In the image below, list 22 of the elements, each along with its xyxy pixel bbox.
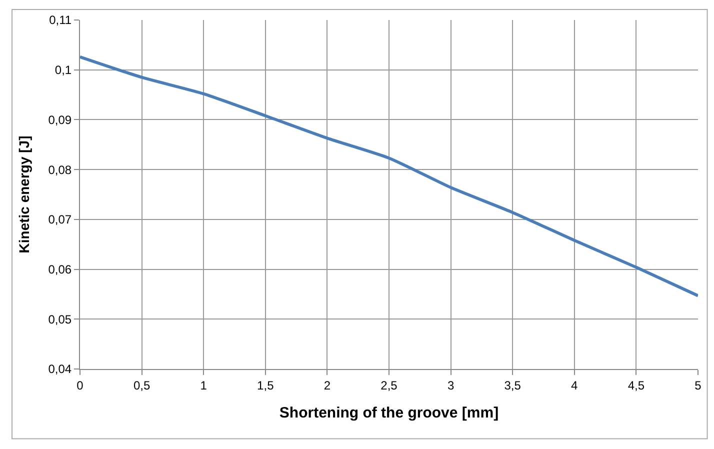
y-tick-label: 0,11 [49,13,72,28]
x-tick-label: 0 [76,378,84,392]
y-tick-label: 0,07 [48,212,72,227]
x-tick-label: 3 [447,378,454,392]
y-tick-label: 0,08 [48,162,72,177]
x-tick-label: 5 [694,378,702,392]
y-tick-label: 0,09 [48,112,72,127]
y-tick-label: 0,06 [48,262,72,276]
x-tick-label: 0,5 [133,378,150,392]
x-tick-label: 1 [200,378,208,392]
x-tick-label: 4 [571,378,578,392]
x-tick-label: 3,5 [504,378,522,392]
x-axis-title: Shortening of the groove [mm] [279,404,499,422]
x-tick-label: 2 [324,378,331,392]
line-series [80,55,698,298]
y-tick-label: 0,05 [48,312,72,326]
y-tick-label: 0,1 [54,63,72,78]
y-tick-label: 0,04 [48,362,72,376]
x-tick-label: 4,5 [628,378,645,392]
x-tick-label: 2,5 [380,378,398,392]
y-axis-title: Kinetic energy [J] [16,136,32,254]
x-tick-label: 1,5 [257,378,274,392]
